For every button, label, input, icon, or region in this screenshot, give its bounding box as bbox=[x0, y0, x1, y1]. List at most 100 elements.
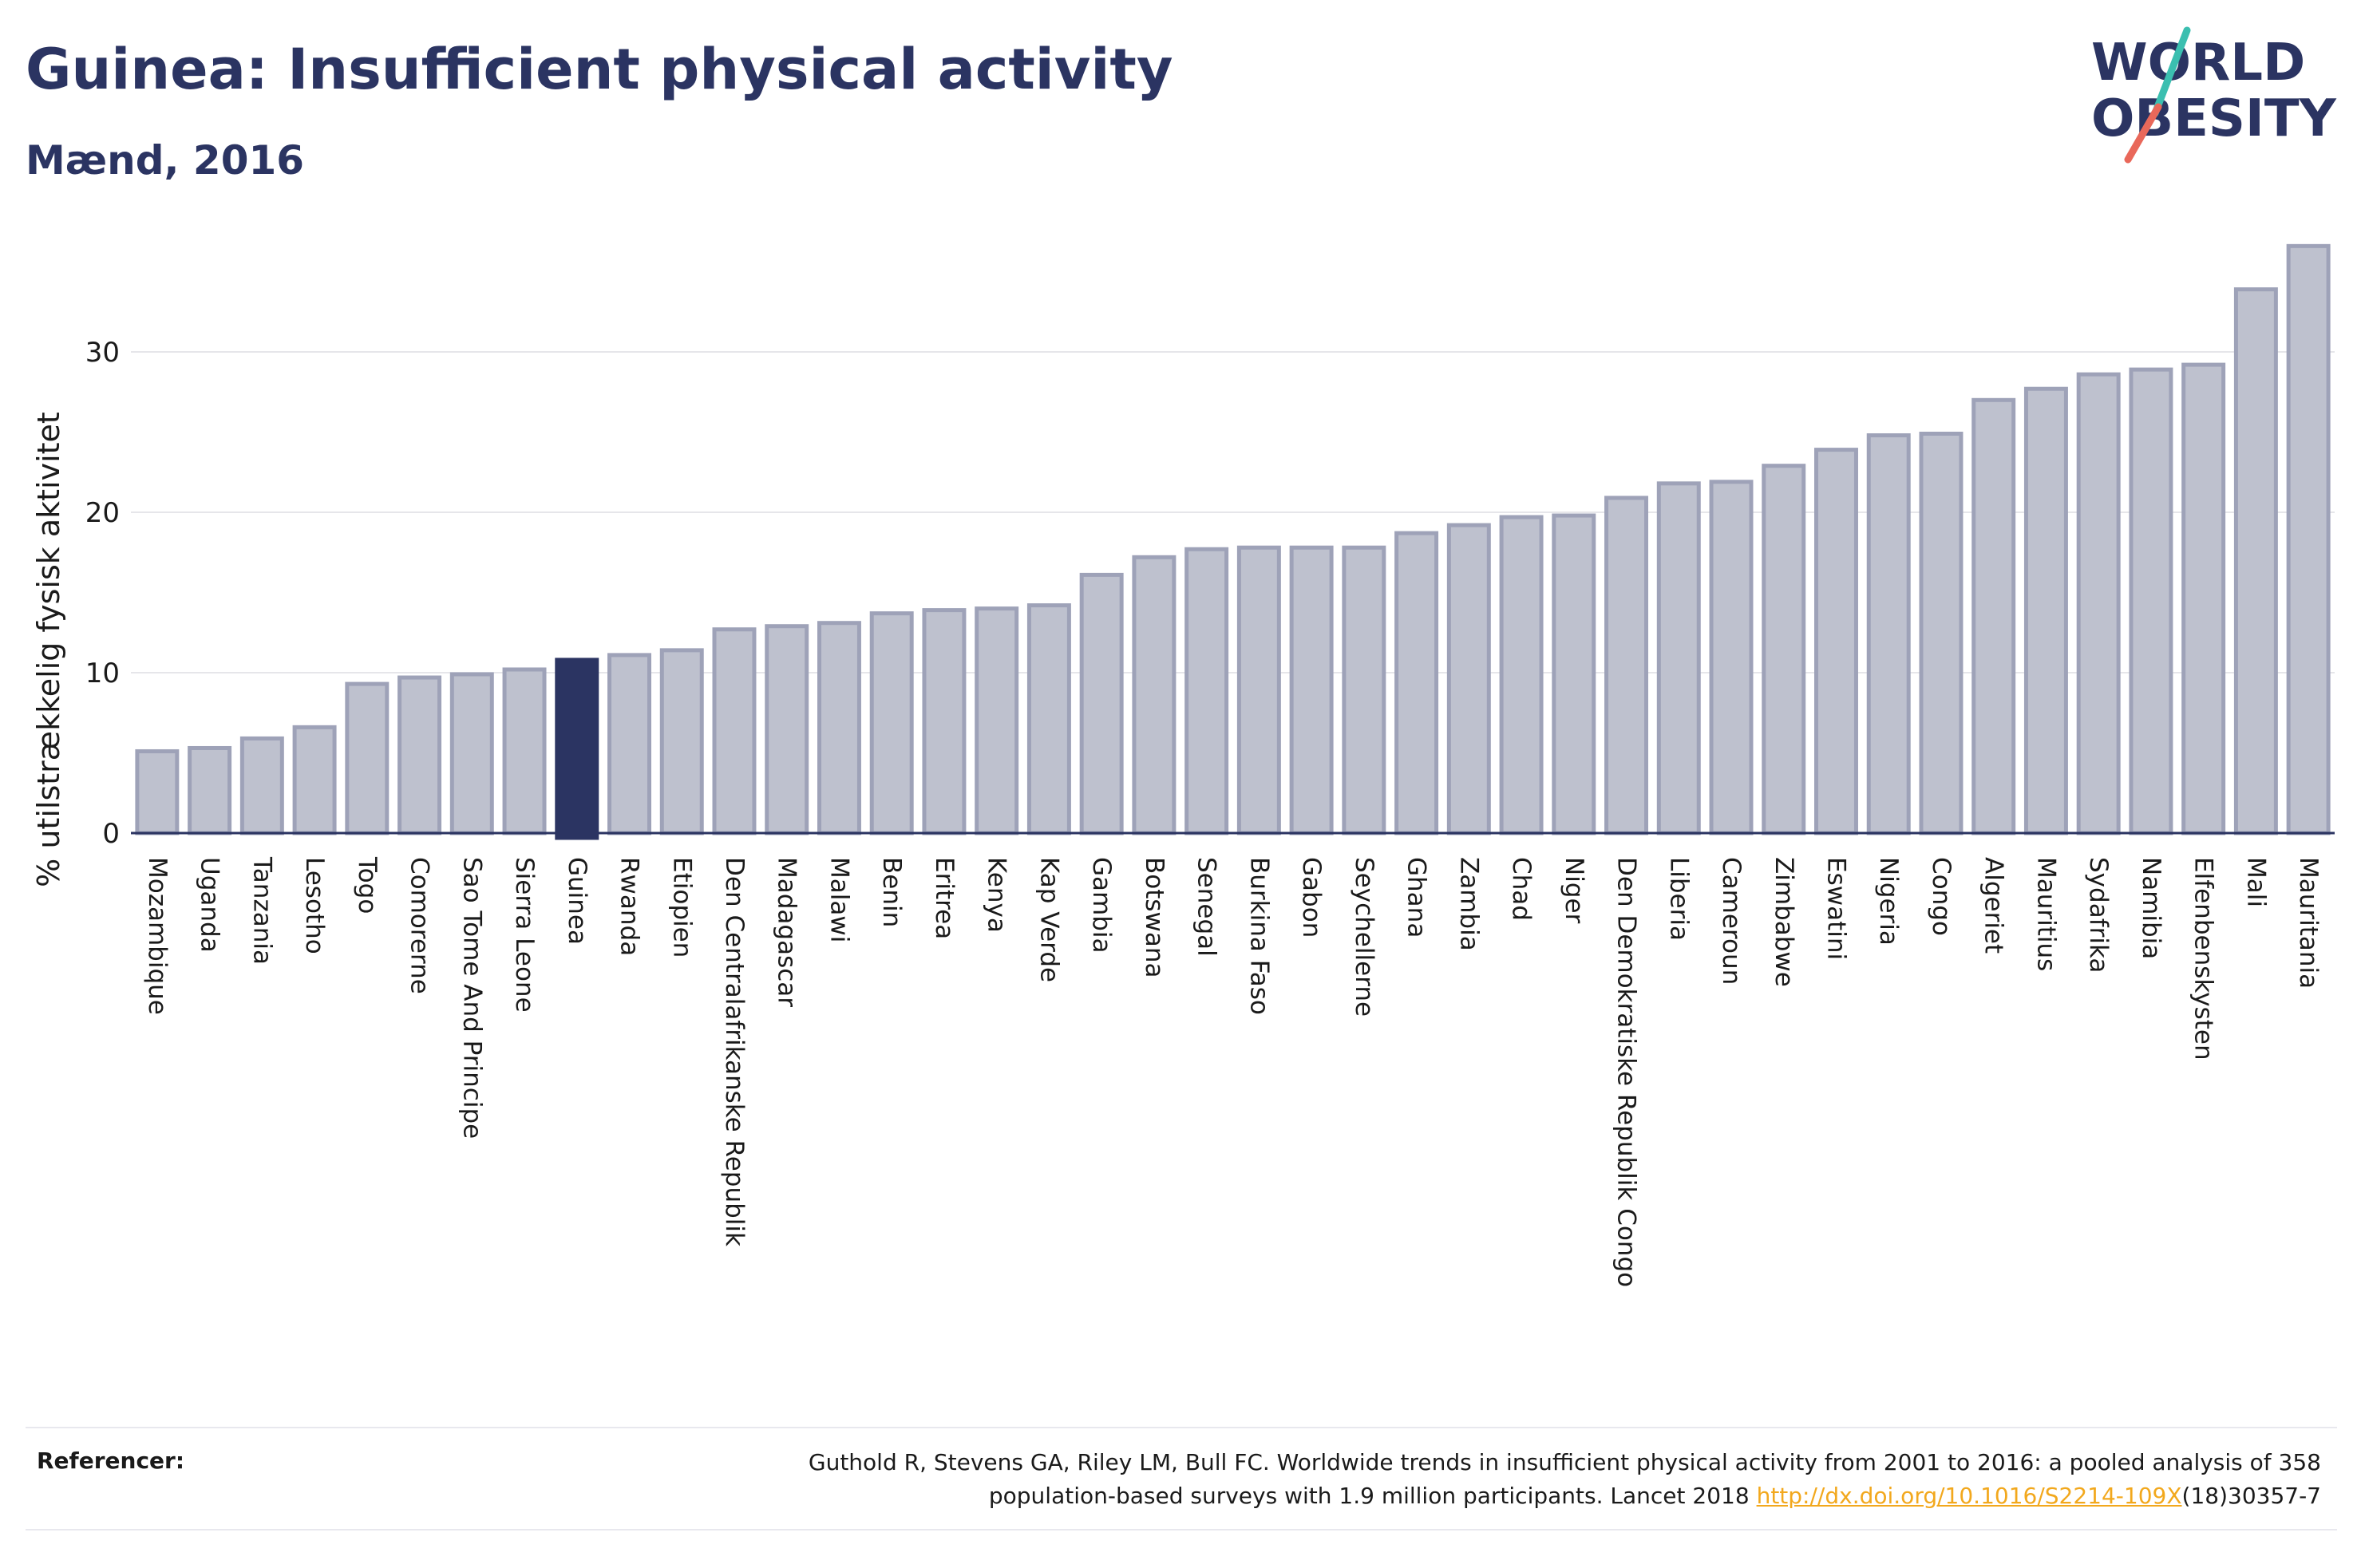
x-tick-label: Zimbabwe bbox=[1770, 857, 1798, 987]
x-tick-label: Uganda bbox=[196, 857, 224, 953]
bar-mauritius bbox=[2023, 386, 2068, 835]
world-obesity-logo: WORLD OBESITY bbox=[2091, 26, 2336, 164]
y-axis-title: % utilstrækkelig fysisk aktivitet bbox=[31, 412, 66, 887]
bar-chad bbox=[1499, 515, 1544, 835]
x-tick-label: Sydafrika bbox=[2084, 857, 2113, 973]
x-tick-label: Comorerne bbox=[405, 857, 434, 994]
x-tick-label: Kap Verde bbox=[1034, 857, 1063, 982]
y-tick-label: 30 bbox=[85, 337, 120, 369]
x-tick-label: Mali bbox=[2241, 857, 2270, 907]
y-axis-ticks: 0 10 20 30 bbox=[85, 337, 120, 850]
bar-comorerne bbox=[397, 675, 442, 835]
bar-lesotho bbox=[292, 725, 337, 835]
x-tick-label: Seychellerne bbox=[1350, 857, 1378, 1017]
x-tick-label: Den Demokratiske Republik Congo bbox=[1612, 857, 1641, 1287]
reference-line-2-prefix: population-based surveys with 1.9 millio… bbox=[988, 1483, 1757, 1509]
x-tick-label: Zambia bbox=[1454, 857, 1483, 951]
bar-mozambique bbox=[135, 748, 180, 835]
references-text: Guthold R, Stevens GA, Riley LM, Bull FC… bbox=[485, 1446, 2321, 1513]
bar-malawi bbox=[817, 621, 861, 835]
logo-line-2: OBESITY bbox=[2091, 89, 2336, 148]
y-tick-label: 10 bbox=[85, 658, 120, 689]
x-tick-label: Mauritius bbox=[2031, 857, 2060, 971]
x-tick-label: Liberia bbox=[1664, 857, 1693, 941]
bar-rwanda bbox=[607, 653, 651, 835]
bar-elfenbenskysten bbox=[2181, 362, 2226, 835]
x-tick-label: Malawi bbox=[825, 857, 853, 942]
y-tick-label: 20 bbox=[85, 497, 120, 529]
x-tick-label: Kenya bbox=[983, 857, 1011, 933]
x-tick-label: Gabon bbox=[1297, 857, 1326, 938]
x-tick-label: Tanzania bbox=[247, 856, 276, 965]
x-tick-label: Ghana bbox=[1402, 857, 1431, 938]
bar-liberia bbox=[1656, 481, 1701, 835]
bar-ghana bbox=[1394, 531, 1439, 835]
doi-link[interactable]: http://dx.doi.org/10.1016/S2214-109X bbox=[1756, 1483, 2182, 1509]
logo-slash-coral bbox=[2124, 103, 2162, 164]
bar-namibia bbox=[2129, 367, 2173, 835]
chart-subtitle: Mænd, 2016 bbox=[26, 137, 305, 184]
logo-line-1: WORLD bbox=[2091, 34, 2305, 93]
bar-seychellerne bbox=[1342, 545, 1386, 835]
bar-nigeria bbox=[1866, 433, 1911, 835]
references-label: Referencer: bbox=[37, 1448, 185, 1474]
bar-mauritania bbox=[2286, 243, 2331, 835]
bar-senegal bbox=[1184, 547, 1229, 835]
x-tick-label: Madagascar bbox=[773, 857, 801, 1007]
x-tick-label: Chad bbox=[1507, 857, 1536, 921]
x-tick-label: Eritrea bbox=[930, 857, 959, 939]
x-tick-label: Den Centralafrikanske Republik bbox=[720, 857, 749, 1246]
bar-eritrea bbox=[922, 608, 967, 835]
x-tick-label: Gambia bbox=[1087, 857, 1116, 954]
x-tick-label: Benin bbox=[877, 857, 906, 927]
x-axis-labels: Mozambique Uganda Tanzania Lesotho Togo Comor… bbox=[143, 856, 2323, 1287]
bar-sao-tome-and-principe bbox=[449, 672, 494, 835]
x-tick-label: Rwanda bbox=[615, 857, 644, 956]
bar-guinea bbox=[555, 658, 599, 840]
bars bbox=[135, 243, 2331, 840]
x-tick-label: Etiopien bbox=[667, 857, 696, 958]
bar-chart: 0 10 20 30 Mozambique Uganda Tanzania Lesotho T… bbox=[31, 243, 2335, 1287]
bar-gabon bbox=[1289, 545, 1334, 835]
bar-zimbabwe bbox=[1762, 464, 1806, 835]
x-tick-label: Algeriet bbox=[1979, 857, 2008, 954]
bar-den-centralafrikanske-republik bbox=[712, 627, 757, 835]
x-tick-label: Botswana bbox=[1140, 857, 1169, 978]
bar-etiopien bbox=[659, 648, 704, 835]
x-tick-label: Cameroun bbox=[1717, 857, 1746, 985]
bar-madagascar bbox=[765, 624, 809, 835]
x-tick-label: Lesotho bbox=[300, 857, 329, 954]
bar-kenya bbox=[975, 606, 1019, 835]
x-tick-label: Senegal bbox=[1192, 857, 1221, 957]
bar-niger bbox=[1552, 513, 1596, 835]
x-tick-label: Elfenbenskysten bbox=[2189, 857, 2218, 1060]
x-tick-label: Nigeria bbox=[1874, 857, 1903, 946]
x-tick-label: Niger bbox=[1560, 857, 1588, 924]
bar-sierra-leone bbox=[502, 667, 547, 835]
bar-congo bbox=[1919, 432, 1964, 835]
bar-benin bbox=[869, 611, 914, 835]
bar-tanzania bbox=[239, 736, 284, 835]
bar-eswatini bbox=[1814, 448, 1858, 835]
x-tick-label: Mozambique bbox=[143, 857, 172, 1015]
chart-title: Guinea: Insufficient physical activity bbox=[26, 37, 1173, 102]
bar-botswana bbox=[1132, 555, 1177, 835]
logo-slash-teal bbox=[2151, 26, 2191, 117]
gridlines bbox=[131, 351, 2335, 673]
x-tick-label: Namibia bbox=[2137, 857, 2165, 959]
bar-zambia bbox=[1446, 523, 1491, 835]
bar-togo bbox=[345, 681, 390, 835]
x-tick-label: Congo bbox=[1927, 857, 1956, 936]
bar-burkina-faso bbox=[1236, 545, 1281, 835]
bar-kap-verde bbox=[1026, 603, 1071, 835]
reference-line-2-suffix: (18)30357-7 bbox=[2181, 1483, 2321, 1509]
reference-line-1: Guthold R, Stevens GA, Riley LM, Bull FC… bbox=[808, 1449, 2321, 1475]
x-tick-label: Eswatini bbox=[1821, 857, 1850, 960]
x-tick-label: Mauritania bbox=[2294, 857, 2323, 989]
x-tick-label: Guinea bbox=[563, 857, 591, 945]
bar-cameroun bbox=[1709, 480, 1754, 835]
bar-mali bbox=[2233, 287, 2278, 835]
bar-uganda bbox=[188, 745, 232, 835]
references-section: Referencer: Guthold R, Stevens GA, Riley… bbox=[26, 1427, 2337, 1530]
bar-gambia bbox=[1079, 572, 1124, 835]
